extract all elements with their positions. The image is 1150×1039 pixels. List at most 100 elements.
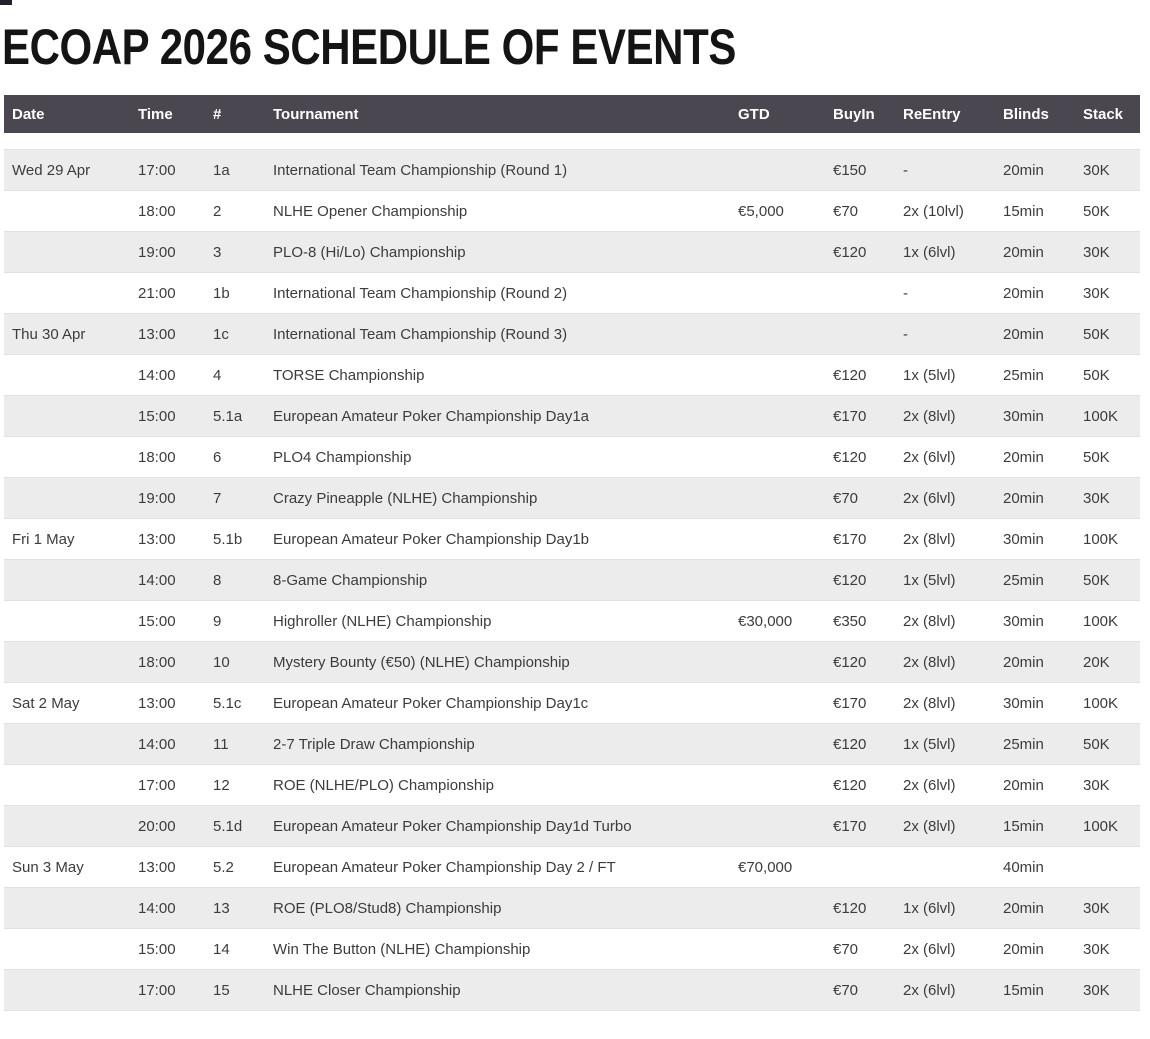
cell-gtd: [730, 396, 825, 437]
table-row: 15:00 5.1a European Amateur Poker Champion…: [4, 395, 1140, 437]
cell-stack: 30K: [1083, 940, 1110, 958]
cell-blinds: 20min: [1003, 243, 1044, 261]
cell-gtd: [730, 314, 825, 355]
cell-time: 15:00: [138, 940, 176, 958]
cell-num: 13: [213, 899, 230, 917]
cell-stack: 100K: [1083, 817, 1119, 835]
cell-buyin: €120: [833, 735, 867, 753]
cell-stack: 50K: [1083, 735, 1110, 753]
table-row: 14:00 4 TORSE Championship €120 1x (5lvl) 25m…: [4, 354, 1140, 396]
cell-blinds: 30min: [1003, 612, 1044, 630]
cell-gtd: €5,000: [738, 202, 784, 220]
cell-time: 17:00: [138, 981, 176, 999]
cell-num: 7: [213, 489, 222, 507]
cell-num: 5.2: [213, 858, 234, 876]
cell-stack: 50K: [1083, 366, 1110, 384]
cell-num: 12: [213, 776, 230, 794]
cell-date: [4, 724, 130, 765]
cell-stack: 100K: [1083, 694, 1119, 712]
cell-blinds: 15min: [1003, 202, 1044, 220]
cell-date: [4, 970, 130, 1011]
cell-gtd: [730, 765, 825, 806]
cell-num: 5.1b: [213, 530, 243, 548]
cell-date: [4, 437, 130, 478]
column-header-blinds: Blinds: [995, 95, 1075, 133]
cell-blinds: 20min: [1003, 325, 1044, 343]
cell-gtd: [730, 806, 825, 847]
table-row: 18:00 2 NLHE Opener Championship €5,000 €70 2…: [4, 190, 1140, 232]
cell-blinds: 30min: [1003, 530, 1044, 548]
cell-buyin: €70: [833, 489, 859, 507]
cell-num: 1b: [213, 284, 230, 302]
column-header-stack: Stack: [1075, 95, 1140, 133]
cell-date: Thu 30 Apr: [12, 325, 86, 343]
cell-blinds: 20min: [1003, 489, 1044, 507]
cell-stack: 30K: [1083, 776, 1110, 794]
cell-num: 1c: [213, 325, 229, 343]
cell-reentry: 2x (6lvl): [903, 981, 956, 999]
cell-tournament: European Amateur Poker Championship Day …: [273, 858, 616, 876]
cell-tournament: 2-7 Triple Draw Championship: [273, 735, 475, 753]
cell-gtd: [730, 232, 825, 273]
cell-time: 13:00: [138, 858, 176, 876]
cell-reentry: 2x (6lvl): [903, 489, 956, 507]
cell-gtd: [730, 888, 825, 929]
table-row: 18:00 10 Mystery Bounty (€50) (NLHE) Champ…: [4, 641, 1140, 683]
cell-stack: [1075, 847, 1140, 888]
cell-gtd: [730, 724, 825, 765]
cell-gtd: [730, 683, 825, 724]
cell-buyin: €350: [833, 612, 867, 630]
table-row: 14:00 11 2-7 Triple Draw Championship €120 1…: [4, 723, 1140, 765]
cell-blinds: 20min: [1003, 161, 1044, 179]
top-left-artifact: [0, 0, 12, 5]
cell-stack: 100K: [1083, 530, 1119, 548]
cell-num: 4: [213, 366, 222, 384]
cell-num: 5.1c: [213, 694, 242, 712]
cell-buyin: €70: [833, 202, 859, 220]
cell-date: [4, 929, 130, 970]
cell-buyin: €120: [833, 776, 867, 794]
schedule-table-body: Wed 29 Apr 17:00 1a International Team Cham…: [4, 133, 1140, 1011]
cell-num: 1a: [213, 161, 230, 179]
spacer-cell: [4, 133, 1140, 150]
cell-time: 14:00: [138, 899, 176, 917]
cell-stack: 30K: [1083, 899, 1110, 917]
cell-blinds: 25min: [1003, 735, 1044, 753]
cell-gtd: [730, 970, 825, 1011]
cell-gtd: €30,000: [738, 612, 793, 630]
column-header-tournament: Tournament: [265, 95, 730, 133]
cell-time: 18:00: [138, 202, 176, 220]
cell-buyin: €120: [833, 899, 867, 917]
column-header-number: #: [205, 95, 265, 133]
cell-time: 13:00: [138, 694, 176, 712]
cell-time: 17:00: [138, 161, 176, 179]
cell-stack: 50K: [1083, 202, 1110, 220]
cell-buyin: €70: [833, 981, 859, 999]
cell-num: 5.1a: [213, 407, 243, 425]
cell-num: 11: [213, 735, 229, 753]
cell-num: 3: [213, 243, 222, 261]
table-row: 15:00 9 Highroller (NLHE) Championship €30,…: [4, 600, 1140, 642]
cell-tournament: NLHE Opener Championship: [273, 202, 468, 220]
cell-tournament: European Amateur Poker Championship Day1…: [273, 407, 590, 425]
table-row: 14:00 8 8-Game Championship €120 1x (5lvl) 25…: [4, 559, 1140, 601]
cell-time: 13:00: [138, 530, 176, 548]
cell-date: [4, 642, 130, 683]
cell-reentry: 1x (6lvl): [903, 899, 956, 917]
table-row: 19:00 7 Crazy Pineapple (NLHE) Championshi…: [4, 477, 1140, 519]
cell-buyin: €120: [833, 571, 867, 589]
cell-stack: 30K: [1083, 981, 1110, 999]
cell-num: 6: [213, 448, 222, 466]
cell-time: 14:00: [138, 571, 176, 589]
cell-buyin: €120: [833, 448, 867, 466]
cell-time: 19:00: [138, 243, 176, 261]
cell-tournament: Mystery Bounty (€50) (NLHE) Championship: [273, 653, 570, 671]
cell-stack: 20K: [1083, 653, 1110, 671]
cell-buyin: €170: [833, 530, 867, 548]
cell-date: [4, 355, 130, 396]
cell-time: 19:00: [138, 489, 176, 507]
cell-gtd: [730, 642, 825, 683]
cell-stack: 30K: [1083, 284, 1110, 302]
cell-date: Sat 2 May: [12, 694, 80, 712]
spacer-row: [4, 133, 1140, 150]
